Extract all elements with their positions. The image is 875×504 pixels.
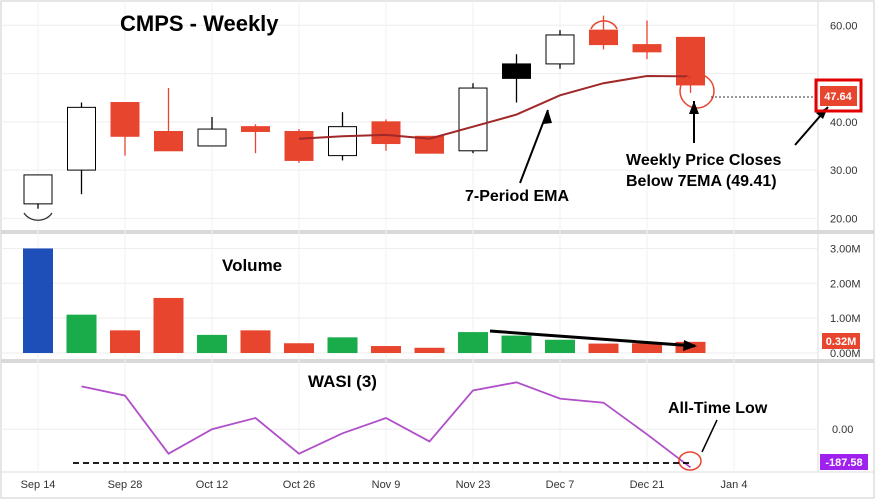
close-arrowhead bbox=[689, 101, 699, 114]
volume-bar bbox=[414, 347, 445, 353]
candle-body bbox=[545, 34, 575, 65]
volume-badge bbox=[822, 333, 860, 349]
candle-body bbox=[632, 44, 662, 53]
volume-bar bbox=[240, 330, 271, 353]
wasi-line bbox=[81, 381, 692, 469]
price-y-tick: 20.00 bbox=[830, 213, 858, 225]
volume-bar bbox=[501, 335, 532, 353]
volume-bar bbox=[153, 297, 184, 353]
volume-bar bbox=[284, 343, 314, 353]
candle-body bbox=[371, 121, 401, 145]
candle-body bbox=[23, 174, 53, 205]
x-tick-label: Sep 28 bbox=[108, 479, 143, 491]
price-badge-highlight bbox=[814, 78, 863, 113]
close-annotation-line1: Weekly Price Closes bbox=[626, 152, 781, 169]
candle-body bbox=[67, 106, 96, 171]
volume-y-tick: 2.00M bbox=[830, 278, 861, 290]
volume-bar bbox=[66, 314, 97, 353]
all-time-low-annotation: All-Time Low bbox=[668, 400, 768, 417]
volume-badge-label: 0.32M bbox=[826, 336, 857, 348]
x-tick-label: Dec 21 bbox=[630, 479, 665, 491]
ema-line bbox=[298, 74, 691, 140]
ema-arrowhead bbox=[543, 110, 552, 124]
low-arc-marker bbox=[23, 212, 53, 221]
candle-body bbox=[328, 126, 357, 157]
x-tick-label: Sep 14 bbox=[21, 479, 56, 491]
panel-separator-wasi bbox=[1, 359, 874, 363]
price-y-tick: 60.00 bbox=[830, 20, 858, 32]
low-arrow-line bbox=[701, 419, 718, 453]
candle-body bbox=[110, 102, 140, 137]
x-tick-label: Jan 4 bbox=[721, 479, 748, 491]
panel-separator-volume bbox=[1, 230, 874, 234]
candle-body bbox=[197, 128, 227, 147]
volume-trend-line bbox=[489, 329, 696, 348]
volume-bar bbox=[327, 337, 358, 353]
x-tick-label: Oct 12 bbox=[196, 479, 228, 491]
candle-body bbox=[589, 29, 618, 46]
candle-body bbox=[502, 63, 531, 79]
candle-body bbox=[415, 135, 444, 154]
x-tick-label: Oct 26 bbox=[283, 479, 315, 491]
close-annotation-line2: Below 7EMA (49.41) bbox=[626, 173, 777, 190]
ema-annotation: 7-Period EMA bbox=[465, 188, 569, 205]
price-badge-label: 47.64 bbox=[824, 91, 852, 103]
price-y-tick: 30.00 bbox=[830, 165, 858, 177]
wasi-layer bbox=[81, 381, 692, 469]
price-y-tick: 40.00 bbox=[830, 117, 858, 129]
low-highlight-circle bbox=[678, 451, 702, 471]
candle-body bbox=[241, 126, 270, 132]
volume-y-tick: 1.00M bbox=[830, 313, 861, 325]
volume-bar bbox=[371, 346, 401, 353]
y-tick-layer: 60.00 40.00 30.00 20.00 3.00M 2.00M 1.00M 0.00M… bbox=[830, 20, 861, 436]
volume-y-tick: 3.00M bbox=[830, 243, 861, 255]
chart-title: CMPS - Weekly bbox=[120, 11, 279, 36]
candle-body bbox=[284, 130, 314, 161]
wasi-badge bbox=[820, 454, 868, 470]
volume-bar bbox=[545, 339, 575, 353]
price-badge bbox=[820, 86, 857, 106]
high-arc-marker bbox=[590, 20, 618, 30]
volume-bar bbox=[632, 343, 662, 353]
wasi-badge-label: -187.58 bbox=[825, 457, 862, 469]
volume-bar bbox=[197, 334, 227, 353]
candle-body bbox=[154, 130, 183, 152]
volume-layer bbox=[23, 248, 706, 353]
volume-y-tick: 0.00M bbox=[830, 348, 861, 360]
volume-bar bbox=[23, 248, 53, 353]
x-tick-layer: Sep 14 Sep 28 Oct 12 Oct 26 Nov 9 Nov 23 Dec 7… bbox=[21, 479, 748, 491]
candle-body bbox=[676, 36, 705, 86]
volume-bar bbox=[458, 332, 488, 353]
wasi-y-tick: 0.00 bbox=[832, 424, 853, 436]
ema-layer bbox=[298, 74, 691, 140]
volume-bar bbox=[588, 343, 619, 353]
volume-bar bbox=[110, 330, 140, 353]
candle-body bbox=[458, 87, 488, 152]
ema-arrow-line bbox=[519, 109, 549, 184]
wasi-panel-title: WASI (3) bbox=[308, 372, 377, 391]
volume-trend-arrowhead bbox=[683, 340, 697, 351]
x-tick-label: Nov 9 bbox=[372, 479, 401, 491]
x-tick-label: Nov 23 bbox=[456, 479, 491, 491]
annotation-layer bbox=[23, 20, 829, 471]
x-tick-label: Dec 7 bbox=[546, 479, 575, 491]
volume-panel-title: Volume bbox=[222, 256, 282, 275]
close-highlight-circle bbox=[679, 73, 715, 109]
